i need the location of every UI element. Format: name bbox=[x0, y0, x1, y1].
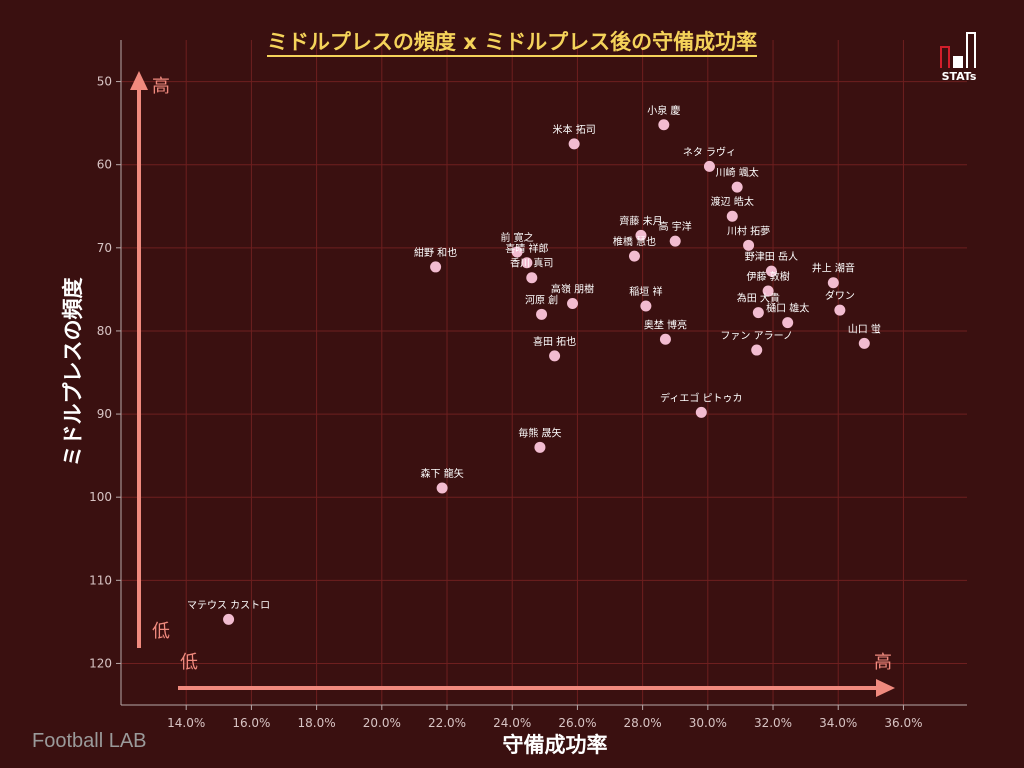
data-point bbox=[695, 406, 707, 418]
data-point-label: 奥埜 博亮 bbox=[644, 318, 687, 331]
x-tick-label: 26.0% bbox=[558, 716, 596, 730]
x-tick-label: 28.0% bbox=[624, 716, 662, 730]
x-tick-label: 36.0% bbox=[884, 716, 922, 730]
data-point bbox=[731, 181, 743, 193]
stats-logo-text: STATs bbox=[941, 70, 977, 83]
x-tick-label: 34.0% bbox=[819, 716, 857, 730]
data-point bbox=[827, 277, 839, 289]
y-tick-label: 100 bbox=[89, 490, 112, 504]
data-point-label: 井上 潮音 bbox=[812, 262, 855, 275]
data-point-label: 渡辺 皓太 bbox=[711, 195, 754, 208]
x-tick-label: 30.0% bbox=[689, 716, 727, 730]
chart-title: ミドルプレスの頻度 x ミドルプレス後の守備成功率 bbox=[0, 26, 1024, 57]
y-arrow-low-label: 低 bbox=[152, 621, 170, 642]
stats-logo: STATs bbox=[936, 28, 982, 86]
data-point bbox=[669, 235, 681, 247]
data-point-label: 紺野 和也 bbox=[414, 246, 457, 259]
data-point bbox=[858, 337, 870, 349]
x-tick-label: 32.0% bbox=[754, 716, 792, 730]
data-point-label: 川崎 颯太 bbox=[716, 166, 759, 179]
data-point-label: 前 寛之 bbox=[501, 231, 534, 244]
x-axis-title: 守備成功率 bbox=[503, 733, 608, 757]
data-point bbox=[436, 482, 448, 494]
stats-logo-icon bbox=[940, 32, 976, 68]
x-arrow-high-label: 高 bbox=[874, 652, 892, 673]
data-point-label: 毎熊 晟矢 bbox=[518, 426, 561, 439]
data-point-label: ディエゴ ピトゥカ bbox=[660, 391, 742, 404]
x-tick-label: 14.0% bbox=[167, 716, 205, 730]
y-axis-title: ミドルプレスの頻度 bbox=[61, 278, 85, 467]
x-arrow-low-label: 低 bbox=[180, 652, 198, 673]
y-tick-label: 80 bbox=[97, 324, 112, 338]
data-point bbox=[430, 261, 442, 273]
x-direction-arrowhead bbox=[876, 679, 895, 697]
data-point-label: 森下 龍矢 bbox=[421, 467, 464, 480]
data-point bbox=[640, 300, 652, 312]
data-point-label: 河原 創 bbox=[525, 294, 558, 306]
y-tick-label: 90 bbox=[97, 407, 112, 421]
data-point bbox=[782, 317, 794, 329]
data-point-label: 椎橋 慧也 bbox=[613, 235, 656, 248]
y-tick-label: 60 bbox=[97, 158, 112, 172]
data-point bbox=[526, 272, 538, 284]
x-tick-label: 18.0% bbox=[298, 716, 336, 730]
data-point-label: 樋口 雄太 bbox=[766, 302, 809, 315]
data-point-label: 伊藤 敦樹 bbox=[747, 270, 790, 283]
data-point-label: 喜晴 祥郎 bbox=[505, 242, 548, 255]
data-point bbox=[743, 239, 755, 251]
y-tick-label: 70 bbox=[97, 241, 112, 255]
y-tick-label: 120 bbox=[89, 656, 112, 670]
y-tick-label: 50 bbox=[97, 75, 112, 89]
data-point bbox=[726, 210, 738, 222]
data-point bbox=[628, 250, 640, 262]
data-point bbox=[567, 298, 579, 310]
data-point bbox=[511, 246, 523, 258]
data-point-label: 米本 拓司 bbox=[553, 123, 596, 136]
data-point-label: 野津田 岳人 bbox=[745, 251, 798, 263]
data-point-label: 香川 真司 bbox=[510, 257, 553, 270]
data-point bbox=[536, 308, 548, 320]
data-point bbox=[834, 304, 846, 316]
data-point bbox=[658, 119, 670, 131]
y-direction-arrowhead bbox=[130, 71, 148, 90]
football-lab-watermark: Football LAB bbox=[32, 730, 147, 752]
data-point bbox=[762, 285, 774, 297]
data-point bbox=[534, 441, 546, 453]
x-tick-label: 22.0% bbox=[428, 716, 466, 730]
data-point-label: 川村 拓夢 bbox=[727, 224, 770, 237]
data-point-label: 小泉 慶 bbox=[647, 104, 680, 117]
data-point-label: 山口 蛍 bbox=[848, 322, 881, 335]
data-point bbox=[703, 160, 715, 172]
y-tick-label: 110 bbox=[89, 573, 112, 587]
data-point-label: 高 宇洋 bbox=[659, 220, 692, 233]
data-point bbox=[751, 344, 763, 356]
data-point bbox=[568, 138, 580, 150]
x-tick-label: 20.0% bbox=[363, 716, 401, 730]
data-point bbox=[549, 350, 561, 362]
data-point bbox=[223, 613, 235, 625]
data-point-label: 齊藤 未月 bbox=[619, 214, 662, 227]
data-point-label: ダワン bbox=[825, 289, 855, 302]
data-point bbox=[521, 257, 533, 269]
data-point-label: マテウス カストロ bbox=[187, 599, 270, 611]
x-tick-label: 24.0% bbox=[493, 716, 531, 730]
data-point-label: 高嶺 朋樹 bbox=[551, 283, 594, 296]
data-point-label: 稲垣 祥 bbox=[629, 285, 662, 298]
data-point bbox=[752, 307, 764, 319]
data-point bbox=[765, 265, 777, 277]
data-point bbox=[659, 333, 671, 345]
y-arrow-high-label: 高 bbox=[152, 76, 170, 97]
x-tick-label: 16.0% bbox=[232, 716, 270, 730]
data-point-label: ファン アラーノ bbox=[720, 330, 793, 342]
data-point-label: ネタ ラヴィ bbox=[683, 145, 736, 158]
data-point-label: 為田 大貴 bbox=[737, 292, 780, 305]
data-point-label: 喜田 拓也 bbox=[533, 335, 576, 348]
data-point bbox=[635, 229, 647, 241]
